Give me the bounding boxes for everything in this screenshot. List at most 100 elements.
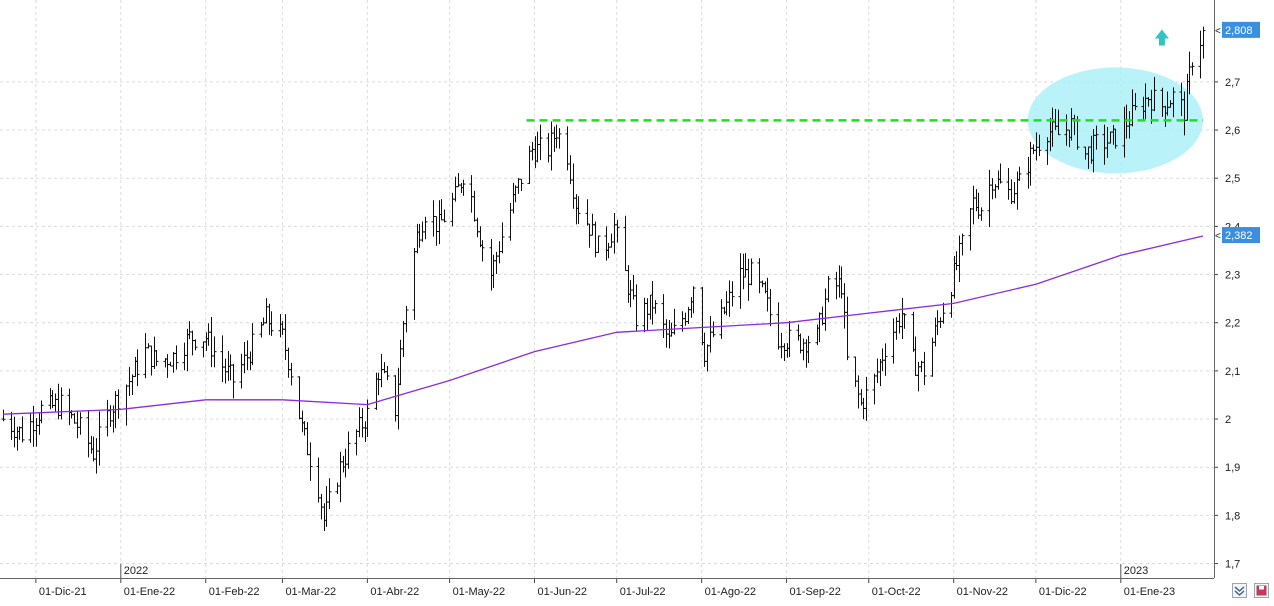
ohlc-bar <box>826 276 831 303</box>
ohlc-bar <box>1009 179 1014 204</box>
ohlc-bar <box>39 400 44 424</box>
ohlc-bar <box>648 294 653 320</box>
ohlc-bar <box>519 178 524 192</box>
ohlc-bar <box>442 209 447 223</box>
ohlc-bar <box>289 362 294 386</box>
ohlc-bar <box>17 426 22 440</box>
ohlc-bar <box>913 336 918 376</box>
ohlc-bar <box>1198 30 1203 79</box>
ohlc-bar <box>806 335 811 363</box>
ohlc-bar <box>960 233 965 256</box>
ohlc-bar <box>897 313 902 334</box>
ohlc-bar <box>1015 171 1020 210</box>
ohlc-bar <box>374 372 379 410</box>
ohlc-bar <box>327 478 332 509</box>
ohlc-bar <box>404 305 409 333</box>
ohlc-bar <box>557 128 562 149</box>
ohlc-bar <box>996 170 1001 190</box>
ohlc-bar <box>776 302 781 350</box>
ohlc-bar <box>28 413 33 443</box>
ohlc-bar <box>891 318 896 364</box>
ohlc-bar <box>97 411 102 466</box>
x-tick-label: 01-Feb-22 <box>209 586 260 598</box>
ohlc-bar <box>322 503 327 531</box>
ohlc-bar <box>661 294 666 338</box>
ohlc-bar <box>513 185 518 203</box>
ohlc-bar <box>385 365 390 381</box>
ohlc-bar <box>700 286 705 346</box>
ma-last-label-box <box>1222 227 1260 244</box>
ohlc-bar <box>623 215 628 272</box>
ohlc-bar <box>765 277 770 312</box>
ohlc-bar <box>1006 167 1011 200</box>
ohlc-bar <box>491 254 496 288</box>
ohlc-bar <box>154 349 159 367</box>
ohlc-bar <box>691 286 696 314</box>
ohlc-bar <box>738 253 743 309</box>
ohlc-bar <box>152 336 157 369</box>
last-price-label-pointer: < <box>1215 26 1221 37</box>
ohlc-bar <box>779 332 784 359</box>
year-label: 2022 <box>124 565 148 577</box>
x-tick-label: 01-Jun-22 <box>538 586 588 598</box>
ohlc-bar <box>78 412 83 435</box>
ohlc-bar <box>628 280 633 308</box>
ohlc-bar <box>165 354 170 378</box>
x-tick-label: 01-Dic-22 <box>1039 586 1087 598</box>
ohlc-bar <box>206 323 211 346</box>
ohlc-bar <box>804 339 809 368</box>
save-icon[interactable] <box>1254 583 1269 598</box>
ohlc-bar <box>415 223 420 254</box>
ohlc-bar <box>585 199 590 226</box>
ohlc-bar <box>741 253 746 290</box>
ohlc-bar <box>998 163 1003 184</box>
ohlc-bar <box>672 308 677 335</box>
ohlc-bar <box>105 399 110 437</box>
ohlc-bar <box>902 313 907 329</box>
x-tick-label: 01-Mar-22 <box>285 586 336 598</box>
ohlc-bar <box>845 296 850 361</box>
ohlc-bar <box>56 383 61 420</box>
ohlc-bar <box>398 339 403 386</box>
y-tick-label: 1,9 <box>1225 462 1240 474</box>
ma-last-label-pointer: < <box>1215 231 1221 242</box>
x-tick-label: 01-Dic-21 <box>39 586 87 598</box>
ohlc-bar <box>683 312 688 326</box>
ohlc-bar <box>59 387 64 420</box>
ohlc-bar <box>604 226 609 261</box>
ohlc-bar <box>1152 76 1157 112</box>
x-tick-label: 01-Abr-22 <box>370 586 419 598</box>
ohlc-bar <box>938 317 943 328</box>
ohlc-bar <box>894 317 899 340</box>
ohlc-bar <box>67 388 72 426</box>
ohlc-bar <box>53 393 58 412</box>
y-tick-label: 2,6 <box>1225 125 1240 137</box>
x-tick-label: 01-Jul-22 <box>620 586 666 598</box>
year-label: 2023 <box>1124 565 1148 577</box>
ohlc-bar <box>133 356 138 377</box>
ohlc-bar <box>823 288 828 331</box>
ohlc-bar <box>664 319 669 348</box>
ohlc-bar <box>450 192 455 227</box>
ohlc-bar <box>952 256 957 299</box>
ohlc-bar <box>796 324 801 341</box>
ohlc-bar <box>1201 26 1206 59</box>
ohlc-bar <box>746 258 751 301</box>
ohlc-bar <box>393 375 398 422</box>
ohlc-bar <box>1171 87 1176 118</box>
ohlc-bar <box>883 343 888 376</box>
y-tick-label: 2,2 <box>1225 318 1240 330</box>
ohlc-bar <box>9 411 14 440</box>
ohlc-bar <box>89 435 94 454</box>
ohlc-bar <box>431 200 436 237</box>
ohlc-bar <box>354 429 359 456</box>
ohlc-bar <box>979 207 984 221</box>
ohlc-bar <box>1113 128 1118 149</box>
zoom-icon[interactable] <box>1232 583 1247 598</box>
ohlc-bar <box>248 351 253 371</box>
ohlc-bar <box>86 410 91 458</box>
ohlc-bar <box>749 258 754 286</box>
ohlc-bar <box>143 333 148 379</box>
ohlc-bar <box>461 179 466 196</box>
ohlc-bar <box>12 416 17 448</box>
